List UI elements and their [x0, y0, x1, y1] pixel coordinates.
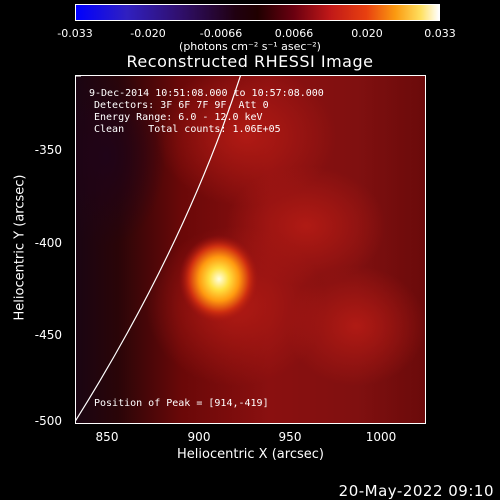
info-peak-position: Position of Peak = [914,-419] [94, 398, 269, 409]
solar-limb [76, 76, 241, 422]
y-axis-label: Heliocentric Y (arcsec) [12, 174, 28, 321]
x-tick: 900 [187, 430, 211, 444]
colorbar-tick: 0.020 [351, 27, 383, 40]
x-tick: 1000 [365, 430, 397, 444]
colorbar-unit-label: (photons cm⁻² s⁻¹ asec⁻²) [179, 40, 321, 53]
colorbar [75, 4, 440, 21]
y-tick: -400 [34, 236, 62, 250]
colorbar-tick: 0.033 [424, 27, 456, 40]
plot-title: Reconstructed RHESSI Image [126, 52, 374, 71]
x-tick: 950 [278, 430, 302, 444]
info-clean: Clean Total counts: 1.06E+05 [94, 124, 281, 135]
y-tick: -350 [34, 143, 62, 157]
info-time-range: 9-Dec-2014 10:51:08.000 to 10:57:08.000 [89, 88, 324, 99]
footer-date: 20-May-2022 09:10 [338, 482, 494, 500]
info-detectors: Detectors: 3F 6F 7F 9F, Att 0 [94, 100, 269, 111]
info-energy: Energy Range: 6.0 - 12.0 keV [94, 112, 263, 123]
colorbar-tick: -0.0066 [199, 27, 243, 40]
flare-peak [179, 235, 259, 323]
y-tick: -500 [34, 414, 62, 428]
x-tick: 850 [95, 430, 119, 444]
dark-region [76, 76, 166, 246]
y-tick: -450 [34, 328, 62, 342]
x-axis-label: Heliocentric X (arcsec) [177, 447, 324, 462]
image-svg [76, 76, 425, 423]
colorbar-tick: -0.020 [130, 27, 166, 40]
colorbar-tick: 0.0066 [274, 27, 314, 40]
rhessi-image: 9-Dec-2014 10:51:08.000 to 10:57:08.000 … [75, 75, 426, 424]
colorbar-tick: -0.033 [57, 27, 93, 40]
